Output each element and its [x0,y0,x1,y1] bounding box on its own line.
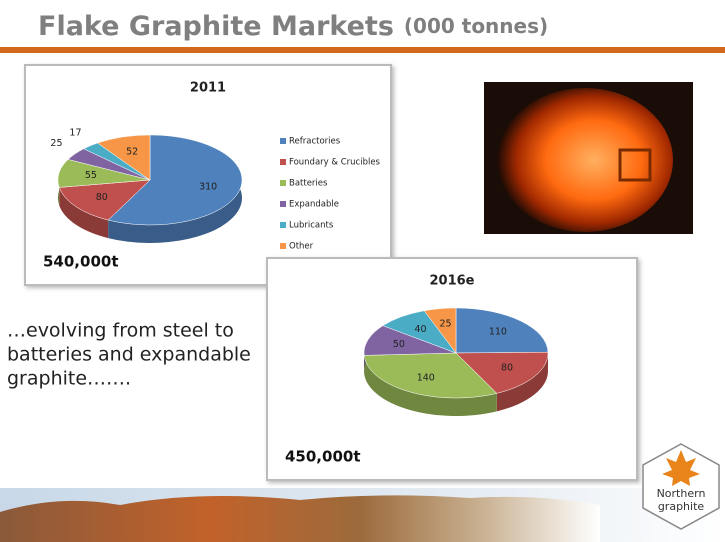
legend-label: Batteries [289,179,328,189]
legend-swatch [280,222,286,228]
data-label: 52 [126,147,138,158]
legend-swatch [280,243,286,249]
data-label: 110 [489,327,507,338]
pie-slice-side [496,352,548,412]
title: Flake Graphite Markets [38,11,394,42]
data-label: 80 [96,192,108,203]
data-label: 40 [414,324,426,335]
legend-label: Expandable [289,200,339,210]
pie-slice [363,352,498,399]
chart-title: 2016e [430,274,475,289]
legend-swatch [280,138,286,144]
legend-label: Foundary & Crucibles [289,158,381,168]
legend-label: Lubricants [289,221,334,231]
furnace [497,88,673,232]
title-rule [0,47,725,53]
pie-slice [455,351,549,394]
annotation: 450,000t [285,448,361,466]
legend-swatch [280,159,286,165]
data-label: 25 [439,319,451,330]
pie-slice [107,134,243,226]
caption-line: graphite……. [7,368,131,390]
subtitle: (000 tonnes) [404,14,548,38]
logo: Northern graphite [642,443,720,530]
annotation: 540,000t [43,253,119,271]
pie-slice [455,307,549,354]
caption-line: …evolving from steel to [7,320,234,342]
slide-title: Flake Graphite Markets (000 tonnes) [38,11,548,42]
legend-swatch [280,201,286,207]
data-label: 50 [393,339,405,350]
pie-slice-side [364,355,497,417]
landscape [0,495,600,542]
pie-slice [363,325,457,356]
logo-text: graphite [658,500,705,513]
data-label: 25 [50,138,62,149]
pie-slice-side [59,187,109,239]
data-label: 310 [199,181,217,192]
pie-slice [58,179,151,221]
pie-tops [363,307,549,399]
pie-slice [423,307,457,354]
pie-tops [57,134,243,226]
furnace-door [618,148,652,182]
pie-slice [97,134,151,181]
legend-label: Other [289,242,314,252]
legend-swatch [280,180,286,186]
chart-title: 2011 [190,81,226,96]
data-label: 140 [417,373,435,384]
legend-label: Refractories [289,137,341,147]
data-label: 17 [69,128,81,139]
caption-line: batteries and expandable [7,344,251,366]
data-label: 80 [501,363,513,374]
data-label: 55 [85,170,97,181]
logo-text: Northern [657,487,706,500]
